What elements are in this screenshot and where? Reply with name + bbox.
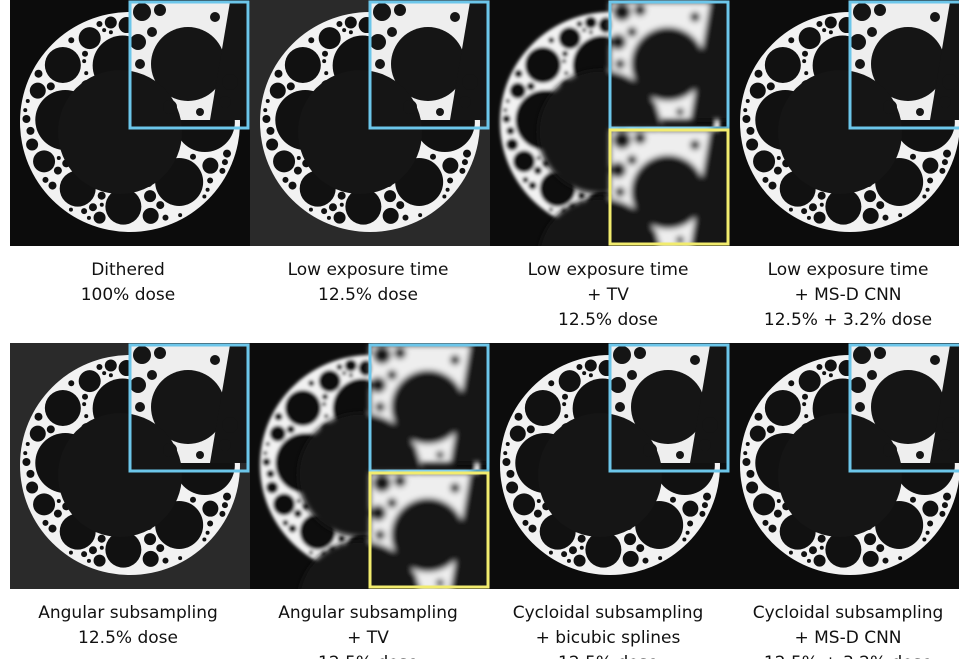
- panel-caption: 12.5% dose: [318, 285, 418, 305]
- image-panel: [730, 0, 959, 246]
- inset-frame: [128, 0, 250, 130]
- panel-caption: Low exposure time: [528, 260, 689, 280]
- panel-caption: 100% dose: [81, 285, 176, 305]
- inset-frame: [368, 343, 490, 473]
- image-panel: [250, 0, 490, 246]
- panel-caption: + MS-D CNN: [794, 285, 901, 305]
- inset-frame: [608, 343, 730, 473]
- inset-frame: [608, 0, 730, 130]
- image-panel: [250, 343, 490, 589]
- panel-caption: 12.5% dose: [318, 653, 418, 659]
- panel-caption: 12.5% dose: [558, 310, 658, 330]
- panel-caption: + MS-D CNN: [794, 628, 901, 648]
- panel-caption: Angular subsampling: [38, 603, 218, 623]
- image-panel: [730, 343, 959, 589]
- inset-frame: [368, 471, 490, 589]
- panel-caption: Dithered: [91, 260, 165, 280]
- inset-frame: [848, 343, 959, 473]
- panel-caption: 12.5% + 3.2% dose: [764, 653, 932, 659]
- image-panel: [490, 343, 730, 589]
- inset-frame: [848, 0, 959, 130]
- panel-caption: Cycloidal subsampling: [513, 603, 704, 623]
- panel-caption: Angular subsampling: [278, 603, 458, 623]
- inset-frame: [608, 128, 730, 246]
- image-panel: [10, 343, 250, 589]
- image-panel: [490, 0, 730, 246]
- panel-caption: 12.5% + 3.2% dose: [764, 310, 932, 330]
- panel-caption: + TV: [587, 285, 629, 305]
- panel-caption: + bicubic splines: [536, 628, 681, 648]
- panel-caption: 12.5% dose: [558, 653, 658, 659]
- panel-caption: Cycloidal subsampling: [753, 603, 944, 623]
- inset-frame: [128, 343, 250, 473]
- panel-caption: Low exposure time: [288, 260, 449, 280]
- inset-frame: [368, 0, 490, 130]
- image-panel: [10, 0, 250, 246]
- panel-caption: Low exposure time: [768, 260, 929, 280]
- panel-caption: 12.5% dose: [78, 628, 178, 648]
- panel-caption: + TV: [347, 628, 389, 648]
